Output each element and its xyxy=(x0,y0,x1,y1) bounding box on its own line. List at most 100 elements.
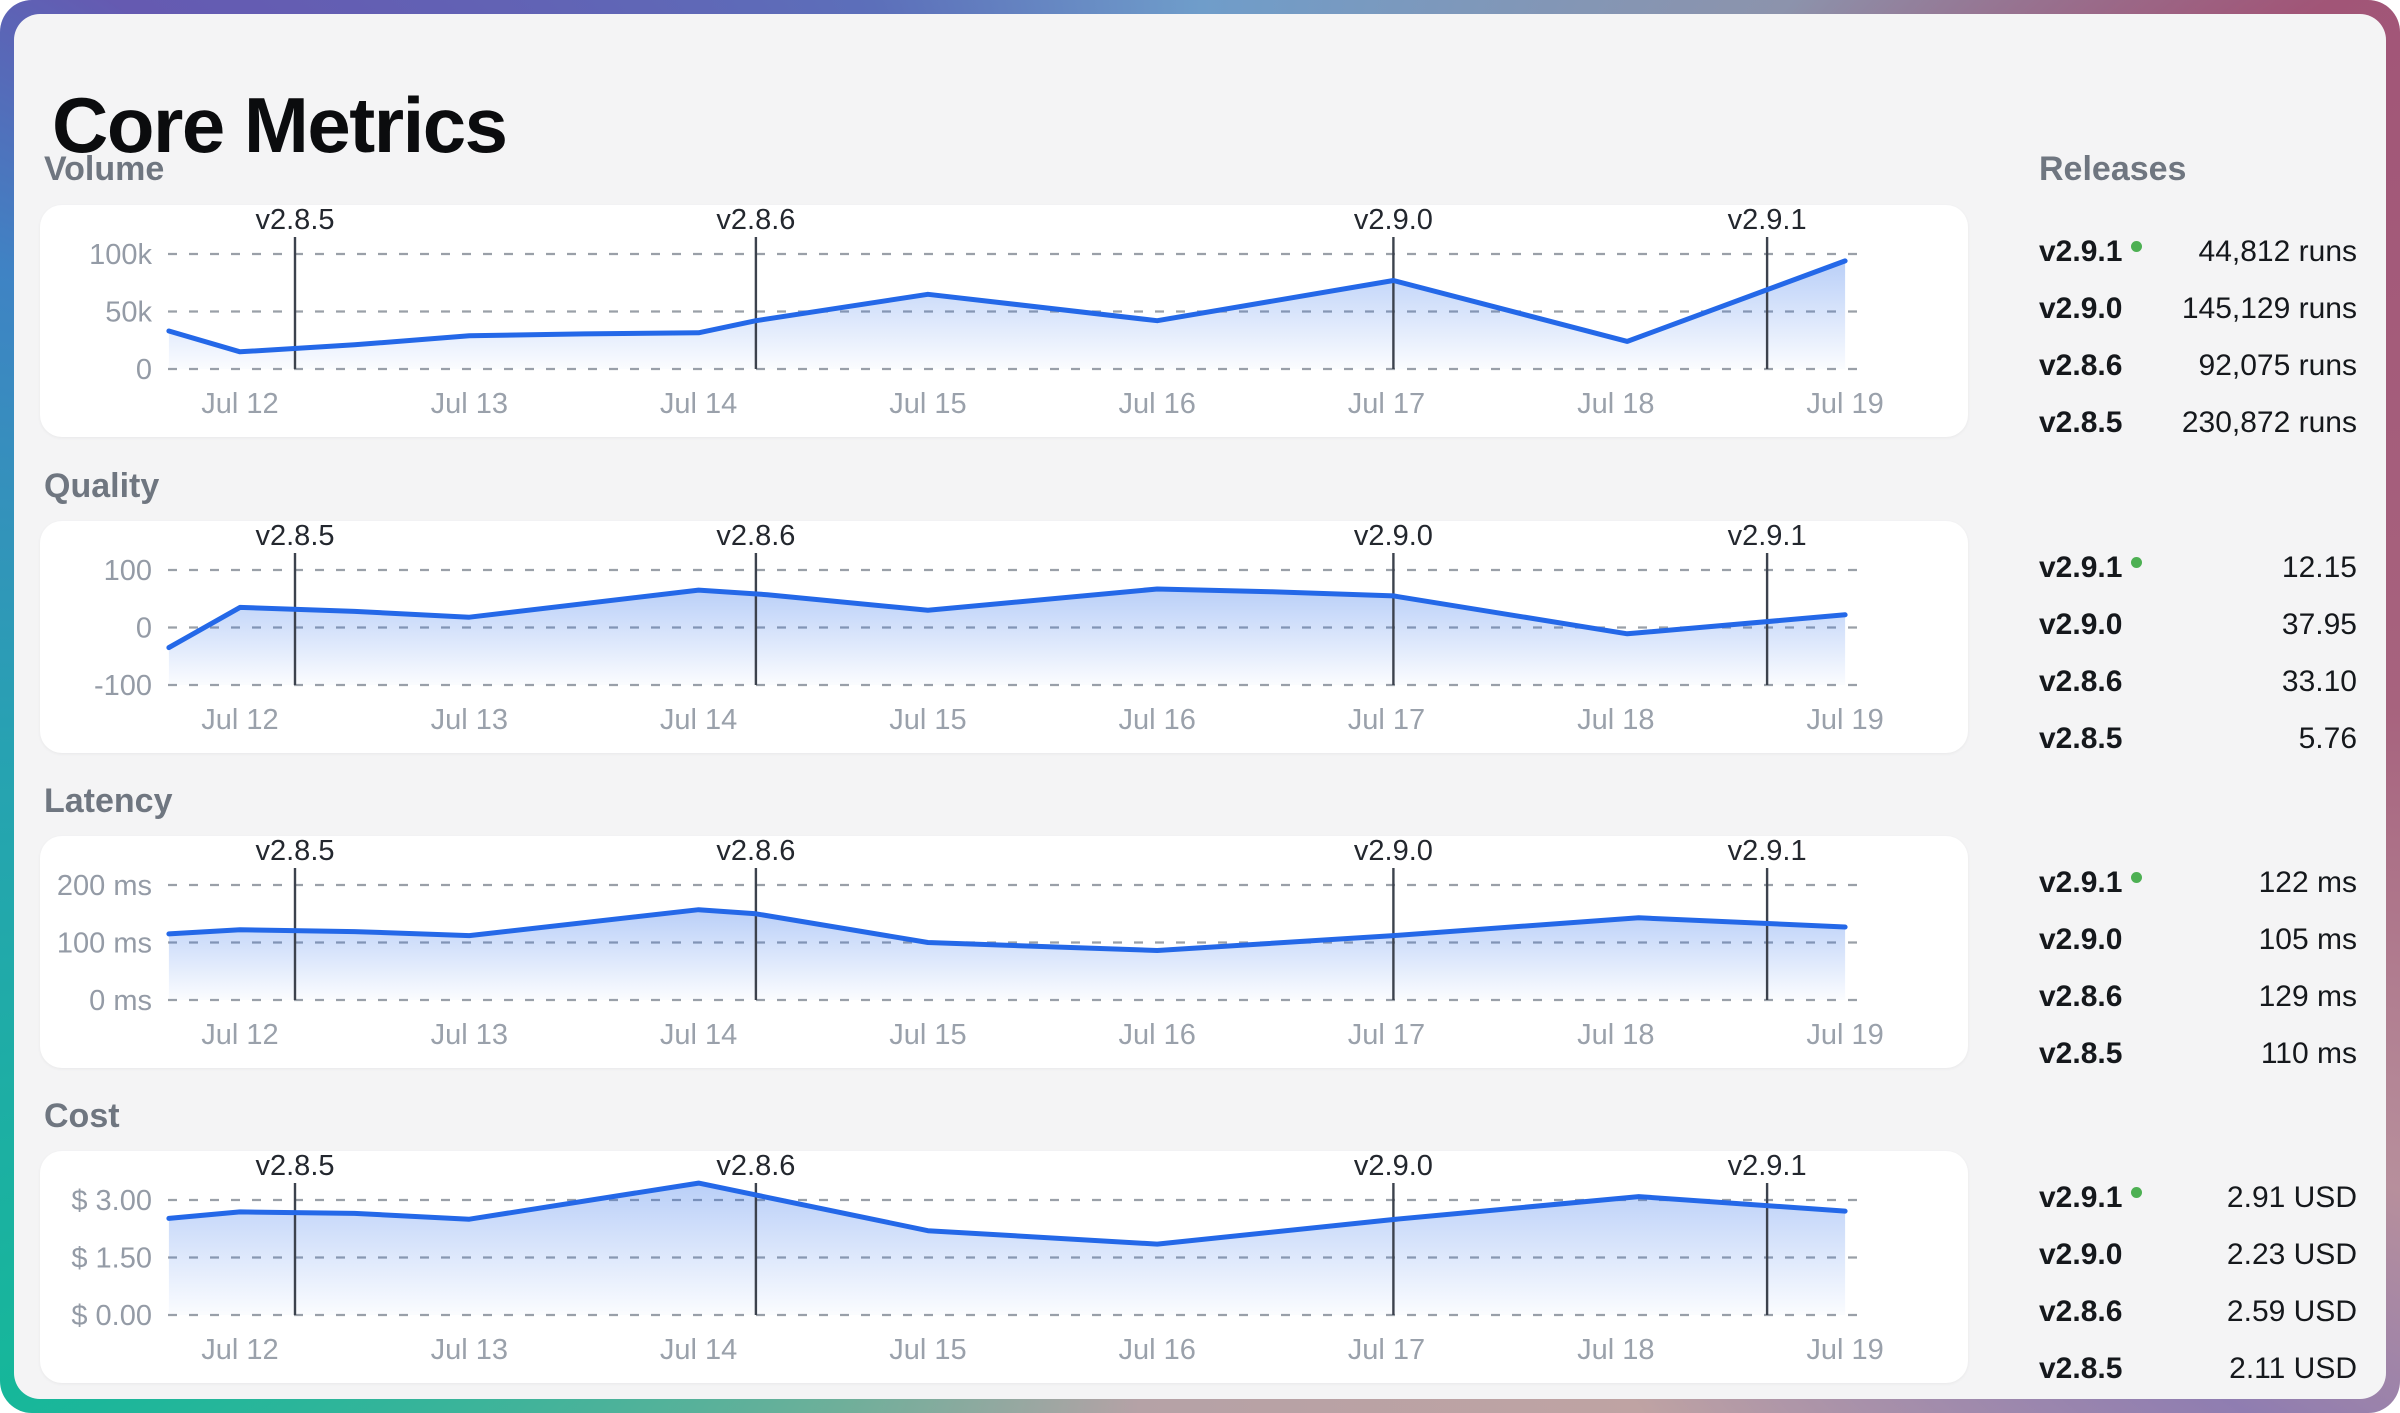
release-value: 5.76 xyxy=(2298,721,2357,755)
svg-text:Jul 17: Jul 17 xyxy=(1348,704,1425,736)
svg-text:v2.9.1: v2.9.1 xyxy=(1728,205,1807,236)
release-row: v2.9.1 12.15 xyxy=(2039,539,2357,596)
release-value: 145,129 runs xyxy=(2181,291,2357,325)
release-row: v2.8.6 2.59 USD xyxy=(2039,1283,2357,1340)
svg-text:Jul 15: Jul 15 xyxy=(889,704,966,736)
svg-text:100k: 100k xyxy=(89,239,152,271)
svg-text:Jul 16: Jul 16 xyxy=(1119,1019,1196,1051)
svg-text:v2.9.0: v2.9.0 xyxy=(1354,205,1433,236)
svg-text:Jul 14: Jul 14 xyxy=(660,388,737,420)
svg-text:v2.8.5: v2.8.5 xyxy=(256,1151,335,1182)
release-version: v2.8.5 xyxy=(2039,1036,2123,1070)
release-version: v2.8.5 xyxy=(2039,1351,2123,1385)
releases-latency: v2.9.1 122 ms v2.9.0 105 ms v2.8.6 129 m… xyxy=(2039,854,2357,1082)
release-row: v2.9.0 145,129 runs xyxy=(2039,280,2357,337)
release-row: v2.8.5 5.76 xyxy=(2039,710,2357,767)
section-label-quality: Quality xyxy=(44,467,160,505)
svg-text:0: 0 xyxy=(136,354,152,386)
release-version: v2.9.1 xyxy=(2039,551,2143,585)
release-version: v2.9.1 xyxy=(2039,866,2143,900)
svg-text:Jul 18: Jul 18 xyxy=(1577,388,1654,420)
release-row: v2.8.6 33.10 xyxy=(2039,653,2357,710)
releases-header: Releases xyxy=(2039,150,2187,188)
latency-chart: 200 ms 100 ms 0 ms Jul 12 Jul 13 Jul 14 Jul 15… xyxy=(57,836,1884,1051)
release-row: v2.8.5 2.11 USD xyxy=(2039,1340,2357,1397)
svg-text:Jul 12: Jul 12 xyxy=(201,1019,278,1051)
page-title: Core Metrics xyxy=(52,81,508,170)
svg-text:v2.8.5: v2.8.5 xyxy=(256,521,335,552)
svg-text:Jul 19: Jul 19 xyxy=(1806,1334,1883,1366)
release-version: v2.9.1 xyxy=(2039,1181,2143,1215)
svg-text:v2.8.6: v2.8.6 xyxy=(716,836,795,867)
svg-text:Jul 14: Jul 14 xyxy=(660,704,737,736)
svg-text:$ 1.50: $ 1.50 xyxy=(71,1243,152,1275)
svg-text:Jul 16: Jul 16 xyxy=(1119,704,1196,736)
svg-text:100 ms: 100 ms xyxy=(57,928,152,960)
release-value: 105 ms xyxy=(2258,922,2357,956)
release-version: v2.8.5 xyxy=(2039,721,2123,755)
svg-text:v2.8.6: v2.8.6 xyxy=(716,1151,795,1182)
release-value: 2.59 USD xyxy=(2226,1294,2357,1328)
release-value: 44,812 runs xyxy=(2198,234,2357,268)
release-value: 129 ms xyxy=(2258,979,2357,1013)
svg-text:Jul 17: Jul 17 xyxy=(1348,1334,1425,1366)
release-row: v2.9.1 2.91 USD xyxy=(2039,1169,2357,1226)
svg-text:Jul 14: Jul 14 xyxy=(660,1019,737,1051)
svg-text:50k: 50k xyxy=(105,297,152,329)
svg-text:Jul 15: Jul 15 xyxy=(889,1334,966,1366)
release-row: v2.8.6 129 ms xyxy=(2039,968,2357,1025)
quality-chart-card: 100 0 -100 Jul 12 Jul 13 Jul 14 Jul 15 Jul 16 Ju… xyxy=(40,521,1968,753)
svg-text:Jul 19: Jul 19 xyxy=(1806,1019,1883,1051)
svg-text:Jul 19: Jul 19 xyxy=(1806,704,1883,736)
release-row: v2.9.0 37.95 xyxy=(2039,596,2357,653)
section-label-volume: Volume xyxy=(44,150,165,188)
release-value: 2.23 USD xyxy=(2226,1237,2357,1271)
svg-text:Jul 12: Jul 12 xyxy=(201,1334,278,1366)
svg-text:Jul 12: Jul 12 xyxy=(201,704,278,736)
svg-text:0: 0 xyxy=(136,613,152,645)
release-value: 92,075 runs xyxy=(2198,348,2357,382)
release-row: v2.8.5 110 ms xyxy=(2039,1025,2357,1082)
releases-volume: v2.9.1 44,812 runs v2.9.0 145,129 runs v… xyxy=(2039,223,2357,451)
release-value: 2.11 USD xyxy=(2229,1351,2357,1385)
dashboard-panel: Core Metrics Volume 100k 50k 0 Jul 12 Jul 13… xyxy=(14,14,2386,1399)
release-version: v2.9.0 xyxy=(2039,922,2123,956)
quality-chart: 100 0 -100 Jul 12 Jul 13 Jul 14 Jul 15 Jul 16 Ju… xyxy=(94,521,1884,736)
release-value: 110 ms xyxy=(2260,1036,2357,1070)
section-label-cost: Cost xyxy=(44,1097,120,1135)
svg-text:Jul 18: Jul 18 xyxy=(1577,1019,1654,1051)
release-value: 2.91 USD xyxy=(2226,1180,2357,1214)
svg-text:v2.9.1: v2.9.1 xyxy=(1728,836,1807,867)
cost-chart: $ 3.00 $ 1.50 $ 0.00 Jul 12 Jul 13 Jul 14 Jul … xyxy=(71,1151,1883,1366)
release-row: v2.9.1 122 ms xyxy=(2039,854,2357,911)
svg-text:v2.8.5: v2.8.5 xyxy=(256,205,335,236)
section-label-latency: Latency xyxy=(44,782,173,820)
svg-text:Jul 15: Jul 15 xyxy=(889,388,966,420)
release-row: v2.8.6 92,075 runs xyxy=(2039,337,2357,394)
release-value: 122 ms xyxy=(2258,865,2357,899)
svg-text:v2.9.1: v2.9.1 xyxy=(1728,1151,1807,1182)
svg-text:0 ms: 0 ms xyxy=(89,985,152,1017)
latency-chart-card: 200 ms 100 ms 0 ms Jul 12 Jul 13 Jul 14 Jul 15… xyxy=(40,836,1968,1068)
svg-text:Jul 18: Jul 18 xyxy=(1577,1334,1654,1366)
svg-text:Jul 15: Jul 15 xyxy=(889,1019,966,1051)
current-release-dot xyxy=(2131,1187,2143,1198)
svg-text:v2.9.0: v2.9.0 xyxy=(1354,521,1433,552)
svg-text:Jul 13: Jul 13 xyxy=(431,1334,508,1366)
release-version: v2.8.6 xyxy=(2039,979,2123,1013)
release-value: 33.10 xyxy=(2281,664,2357,698)
svg-text:200 ms: 200 ms xyxy=(57,870,152,902)
svg-text:v2.9.0: v2.9.0 xyxy=(1354,836,1433,867)
release-row: v2.9.1 44,812 runs xyxy=(2039,223,2357,280)
svg-text:Jul 16: Jul 16 xyxy=(1119,388,1196,420)
release-value: 12.15 xyxy=(2281,550,2357,584)
current-release-dot xyxy=(2131,557,2143,568)
svg-text:Jul 13: Jul 13 xyxy=(431,388,508,420)
svg-text:$ 3.00: $ 3.00 xyxy=(71,1185,152,1217)
release-version: v2.9.0 xyxy=(2039,1237,2123,1271)
current-release-dot xyxy=(2131,872,2143,883)
cost-chart-card: $ 3.00 $ 1.50 $ 0.00 Jul 12 Jul 13 Jul 14 Jul … xyxy=(40,1151,1968,1383)
svg-text:$ 0.00: $ 0.00 xyxy=(71,1300,152,1332)
svg-text:v2.8.5: v2.8.5 xyxy=(256,836,335,867)
